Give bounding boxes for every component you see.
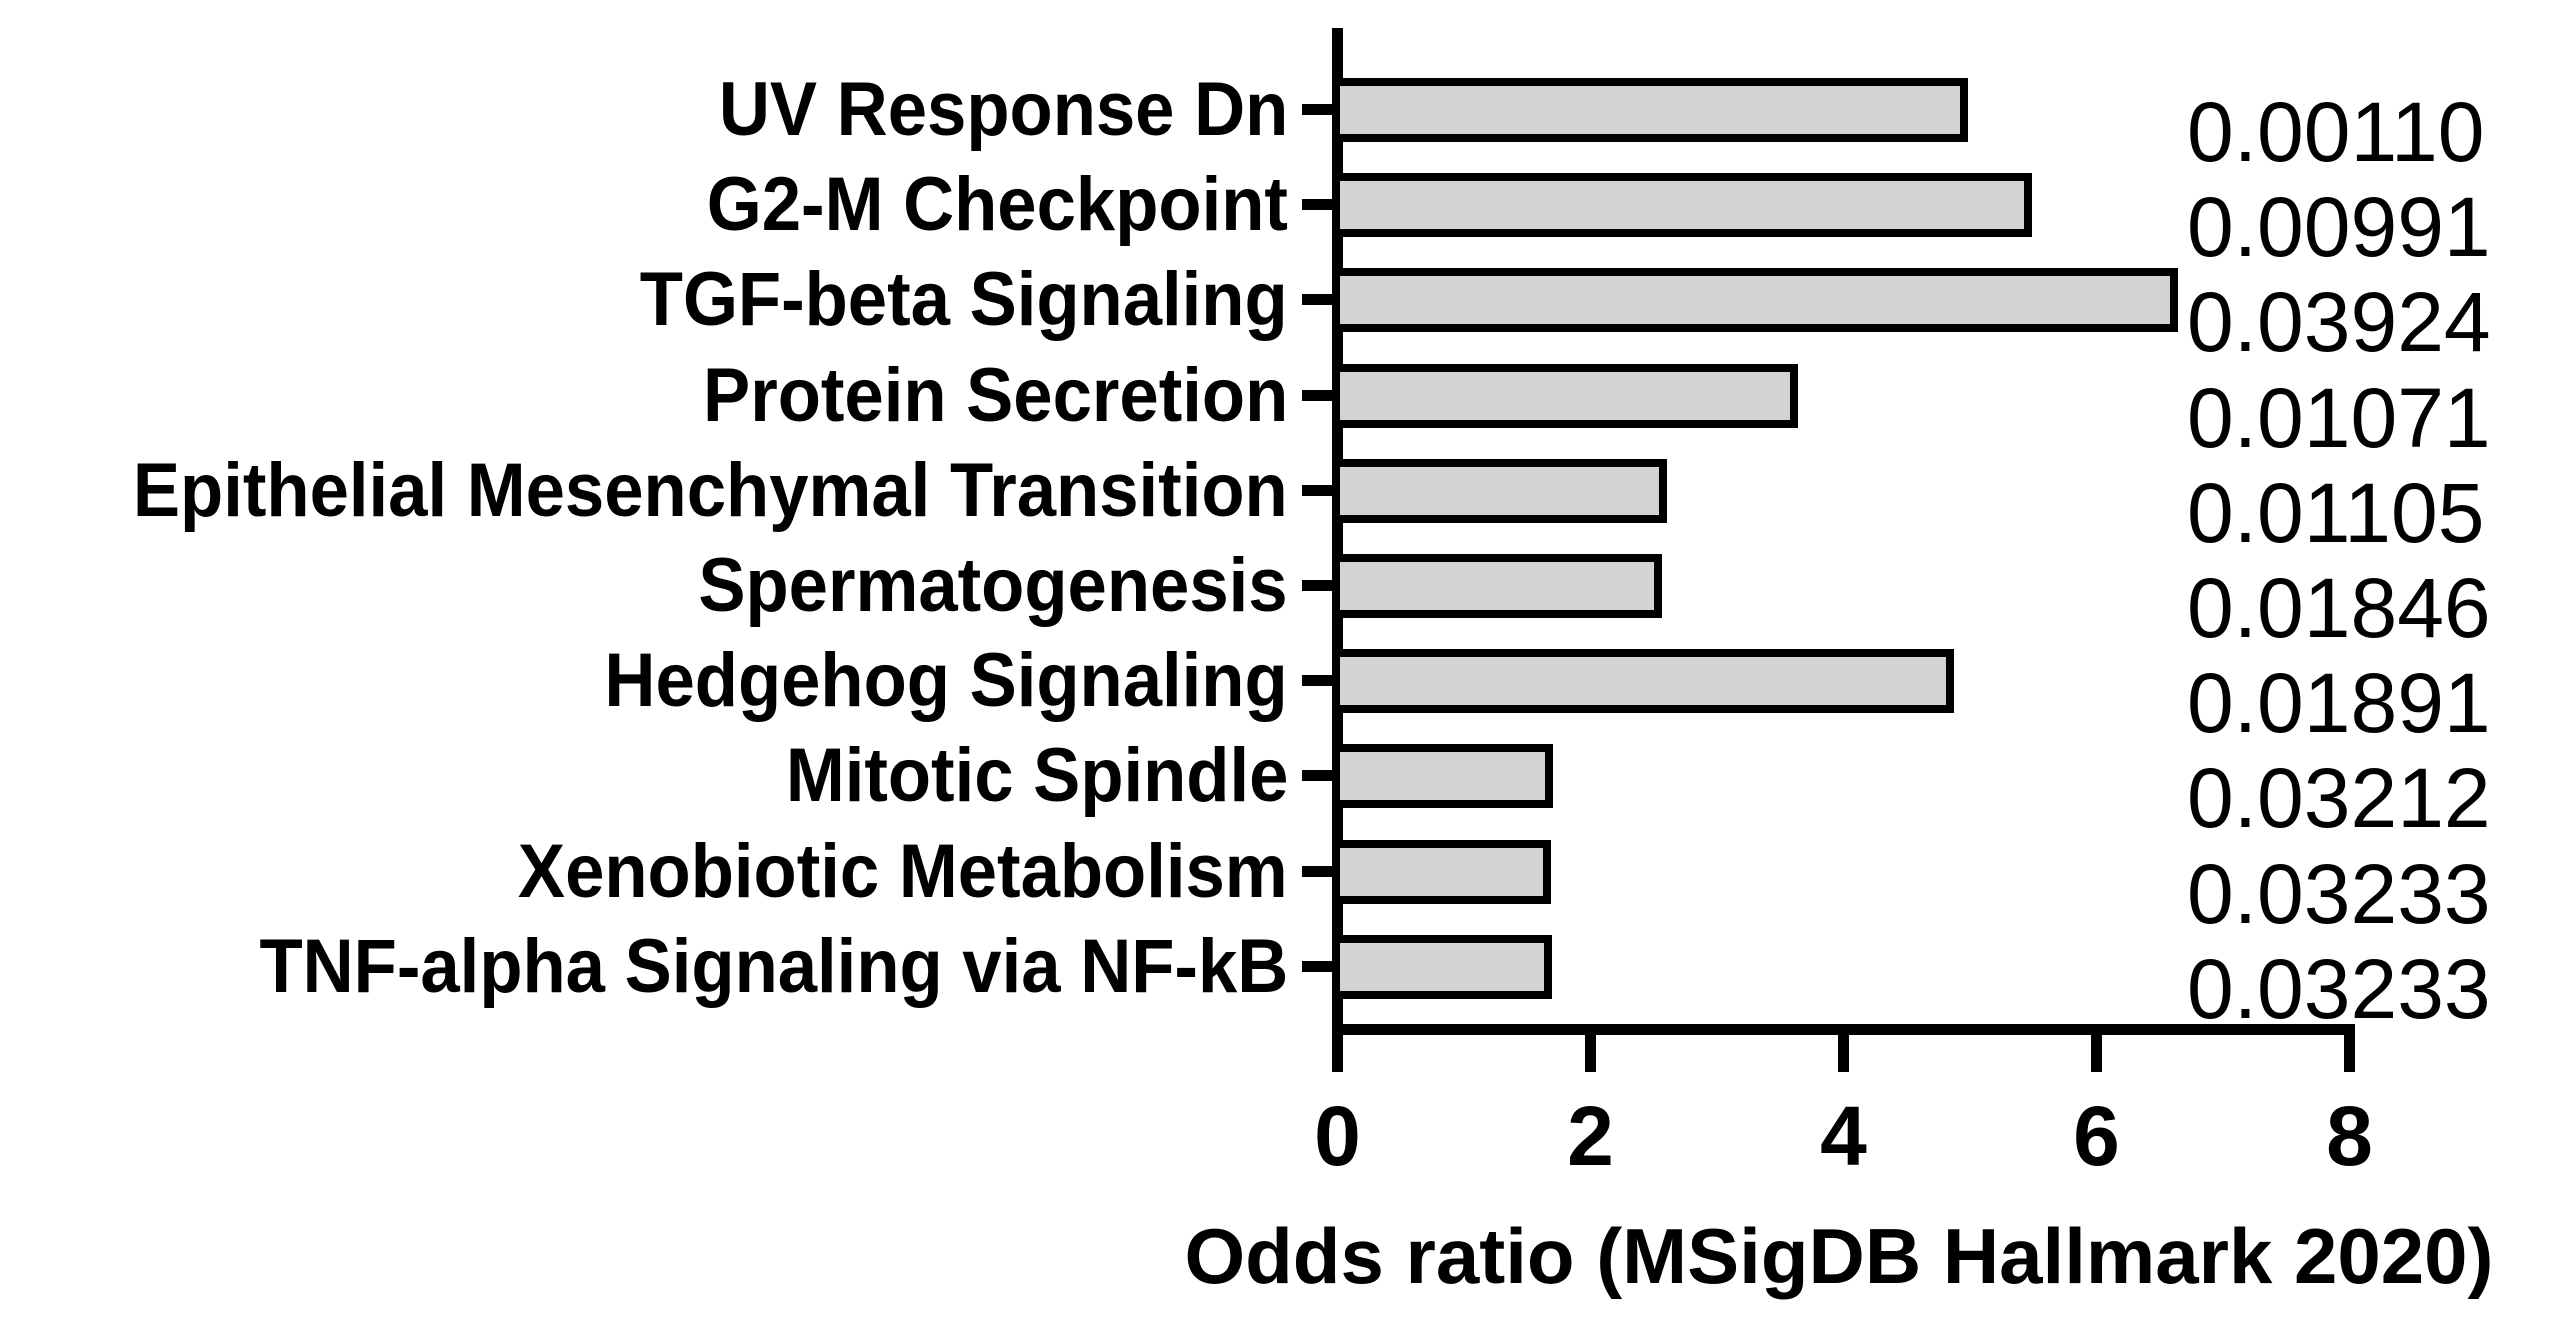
category-tick-mark bbox=[1302, 104, 1333, 115]
p-value-label: 0.03212 bbox=[2187, 751, 2491, 846]
bar bbox=[1332, 649, 1954, 714]
category-tick-mark bbox=[1302, 865, 1333, 877]
x-tick-mark bbox=[2091, 1024, 2102, 1072]
x-tick-mark bbox=[1332, 1024, 1343, 1072]
category-tick-mark bbox=[1302, 770, 1333, 782]
category-tick-mark bbox=[1302, 675, 1333, 687]
p-value-label: 0.03233 bbox=[2187, 941, 2491, 1036]
x-tick-mark bbox=[1838, 1024, 1849, 1072]
bar bbox=[1332, 934, 1552, 999]
category-label: UV Response Dn bbox=[718, 67, 1288, 152]
p-value-label: 0.01071 bbox=[2187, 370, 2491, 465]
p-value-label: 0.00110 bbox=[2187, 85, 2485, 179]
category-label: Spermatogenesis bbox=[698, 543, 1288, 628]
category-tick-mark bbox=[1302, 960, 1333, 972]
category-label: Protein Secretion bbox=[702, 352, 1288, 438]
category-label: Hedgehog Signaling bbox=[604, 638, 1288, 724]
x-tick-label: 6 bbox=[2073, 1089, 2120, 1183]
x-tick-mark bbox=[1585, 1024, 1596, 1072]
category-label: G2-M Checkpoint bbox=[706, 162, 1288, 248]
bar bbox=[1332, 173, 2032, 238]
x-tick-mark bbox=[2344, 1024, 2355, 1072]
x-tick-label: 2 bbox=[1567, 1089, 1614, 1183]
category-label: Xenobiotic Metabolism bbox=[518, 828, 1288, 914]
x-axis-title: Odds ratio (MSigDB Hallmark 2020) bbox=[1184, 1212, 2494, 1300]
category-label: Epithelial Mesenchymal Transition bbox=[133, 447, 1288, 533]
p-value-label: 0.01846 bbox=[2187, 561, 2491, 655]
p-value-label: 0.03924 bbox=[2187, 275, 2491, 370]
bar bbox=[1332, 744, 1553, 809]
category-tick-mark bbox=[1302, 484, 1333, 496]
category-tick-mark bbox=[1302, 294, 1333, 306]
bar bbox=[1332, 268, 2178, 333]
category-label: Mitotic Spindle bbox=[785, 733, 1288, 819]
p-value-label: 0.01105 bbox=[2187, 465, 2485, 560]
p-value-label: 0.01891 bbox=[2187, 656, 2491, 751]
bar bbox=[1332, 839, 1551, 904]
category-tick-mark bbox=[1302, 580, 1333, 591]
bar bbox=[1332, 78, 1968, 142]
category-tick-mark bbox=[1302, 199, 1333, 211]
p-value-label: 0.00991 bbox=[2187, 180, 2491, 275]
category-label: TNF-alpha Signaling via NF-kB bbox=[259, 923, 1288, 1009]
bar bbox=[1332, 363, 1798, 428]
p-value-label: 0.03233 bbox=[2187, 846, 2491, 941]
bar bbox=[1332, 458, 1667, 523]
category-tick-mark bbox=[1302, 389, 1333, 401]
category-label: TGF-beta Signaling bbox=[640, 257, 1288, 343]
x-tick-label: 0 bbox=[1314, 1089, 1361, 1183]
x-tick-label: 8 bbox=[2326, 1089, 2373, 1183]
bar bbox=[1332, 554, 1662, 618]
y-axis-line bbox=[1332, 28, 1343, 1035]
x-tick-label: 4 bbox=[1820, 1089, 1867, 1183]
